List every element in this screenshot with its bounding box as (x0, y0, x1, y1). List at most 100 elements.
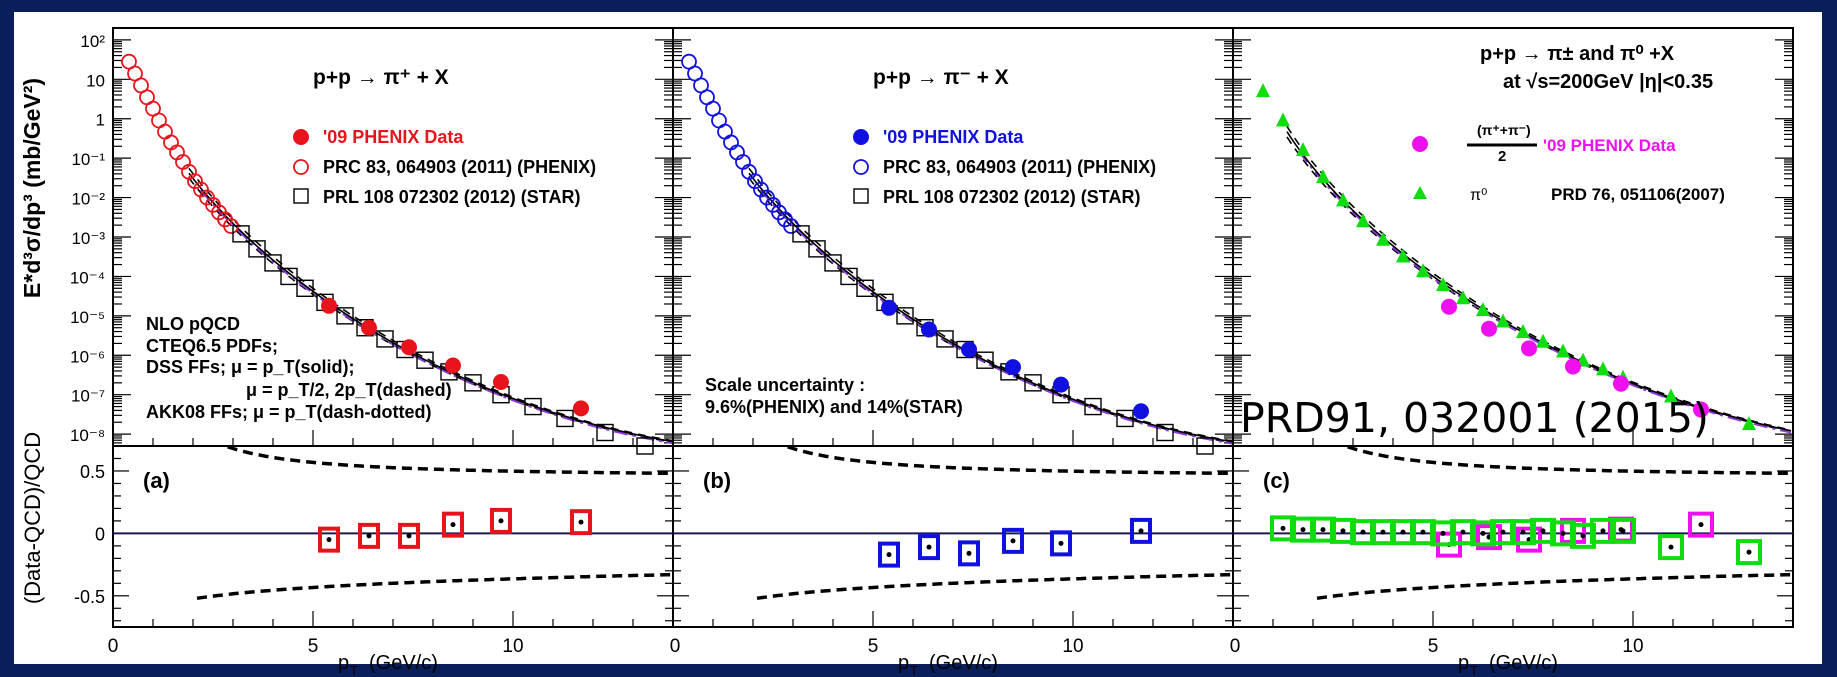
data-point-pi0 (1376, 231, 1390, 246)
x-axis-label-p: p (898, 652, 909, 674)
ratio-upper-band (1340, 446, 1793, 476)
ratio-box (358, 522, 380, 549)
ratio-point (326, 537, 332, 543)
theory-curves (748, 167, 1234, 445)
ratio-point (1400, 529, 1406, 535)
legend-marker-pi0 (1413, 186, 1427, 199)
data-point-pi0 (1296, 142, 1310, 157)
data-point-star (264, 254, 282, 272)
x-tick-label: 0 (1230, 636, 1241, 657)
panel-label: (b) (703, 468, 731, 493)
legend-fraction-den: 2 (1498, 148, 1506, 165)
legend-prc83: PRC 83, 064903 (2011) (PHENIX) (883, 157, 1156, 177)
ratio-upper-band (780, 446, 1233, 476)
data-point-phenix09 (321, 297, 337, 314)
data-point-prc83 (193, 181, 209, 198)
legend-marker-prc83 (293, 159, 309, 175)
ratio-band (196, 446, 674, 601)
ratio-tick-label: 0.5 (80, 462, 105, 482)
x-tick-label: 5 (1428, 636, 1439, 657)
data-point-star (232, 225, 250, 243)
legend-fraction-num: (π⁺+π⁻) (1477, 122, 1531, 138)
ratio-point (1746, 549, 1752, 555)
ratio-point (578, 519, 584, 525)
data-point-pi0 (1336, 192, 1350, 207)
ratio-box (1610, 517, 1636, 544)
ratio-point (1320, 527, 1326, 533)
theory-akk-dashdot (759, 188, 1234, 445)
data-point-prc83 (753, 181, 769, 198)
ratio-point (1360, 529, 1366, 535)
y-tick-label: 10⁻⁴ (70, 268, 105, 287)
ratio-point (1010, 538, 1016, 544)
ratio-point (1340, 528, 1346, 534)
data-point-pi0 (1476, 302, 1490, 317)
y-tick-label: 1 (96, 111, 105, 130)
y-tick-label: 10⁻¹ (71, 150, 105, 169)
ratio-point (1668, 544, 1674, 550)
data-point-pi0 (1356, 213, 1370, 228)
theory-upper-dashed (188, 167, 674, 442)
data-point-star (416, 351, 434, 369)
theory-upper-dashed (1286, 125, 1792, 431)
data-point-phenix09 (1005, 359, 1021, 376)
annotation-line-3: DSS FFs; μ = p_T(solid); (146, 357, 355, 377)
data-point-pi0 (1742, 416, 1756, 431)
ratio-point (366, 533, 372, 539)
legend-pi0-text: PRD 76, 051106(2007) (1551, 185, 1725, 204)
legend-marker-prc83 (853, 159, 869, 175)
x-axis-label-sub: T (1470, 663, 1478, 677)
data-point-star (976, 351, 994, 369)
data-point-pi0 (1664, 388, 1678, 403)
y-axis-label: E*d³σ/dp³ (mb/GeV²) (19, 78, 45, 298)
data-point-phenix09 (401, 339, 417, 356)
data-point-star (280, 267, 298, 286)
ratio-box (442, 511, 464, 538)
annotation-line-4: μ = p_T/2, 2p_T(dashed) (246, 380, 452, 400)
annotation-line-1: NLO pQCD (146, 314, 240, 334)
y-tick-label: 10⁻⁷ (71, 387, 105, 406)
ratio-y-axis-label: (Data-QCD)/QCD (20, 432, 45, 604)
data-point-star (556, 409, 574, 428)
ratio-band (1316, 446, 1793, 601)
x-axis-label-p: p (1458, 652, 1469, 674)
y-tick-label: 10⁻⁸ (70, 426, 105, 445)
y-tick-label: 10⁻⁵ (70, 308, 105, 327)
ratio-point (966, 550, 972, 556)
data-point-phenix09 (881, 299, 897, 316)
data-point-avg (1521, 340, 1537, 357)
data-point-pi0 (1536, 333, 1550, 348)
data-point-star (1156, 423, 1174, 442)
figure-background (14, 12, 1822, 664)
data-point-pi0 (1556, 343, 1570, 358)
panel-title: p+p → π⁺ + X (313, 66, 449, 89)
annotation-line-1: Scale uncertainty : (705, 375, 865, 395)
data-point-pi0 (1276, 112, 1290, 127)
data-point-star (248, 240, 266, 258)
y-tick-label: 10 (86, 71, 105, 90)
annotation-line-5: AKK08 FFs; μ = p_T(dash-dotted) (146, 402, 432, 422)
data-point-pi0 (1456, 290, 1470, 305)
theory-upper-dashed (748, 167, 1234, 442)
legend-avg-text: '09 PHENIX Data (1543, 136, 1676, 155)
x-axis-label-units: (GeV/c) (929, 652, 998, 674)
ratio-point (1480, 530, 1486, 536)
x-tick-label: 0 (108, 636, 119, 657)
ratio-point (498, 518, 504, 524)
legend-marker-phenix09 (293, 129, 309, 145)
data-point-pi0 (1316, 169, 1330, 184)
data-point-pi0 (1256, 83, 1270, 98)
ratio-tick-label: 0 (95, 524, 105, 544)
ratio-point (1138, 528, 1144, 534)
ratio-box (398, 522, 420, 549)
legend-phenix09: '09 PHENIX Data (883, 127, 1024, 147)
data-point-star (464, 374, 482, 392)
ratio-point (406, 533, 412, 539)
legend-pi0-symbol: π⁰ (1470, 187, 1487, 204)
ratio-point (1420, 529, 1426, 535)
data-point-avg (1481, 320, 1497, 337)
data-point-star (524, 397, 542, 416)
theory-solid (188, 172, 674, 443)
ratio-box (1658, 534, 1684, 561)
